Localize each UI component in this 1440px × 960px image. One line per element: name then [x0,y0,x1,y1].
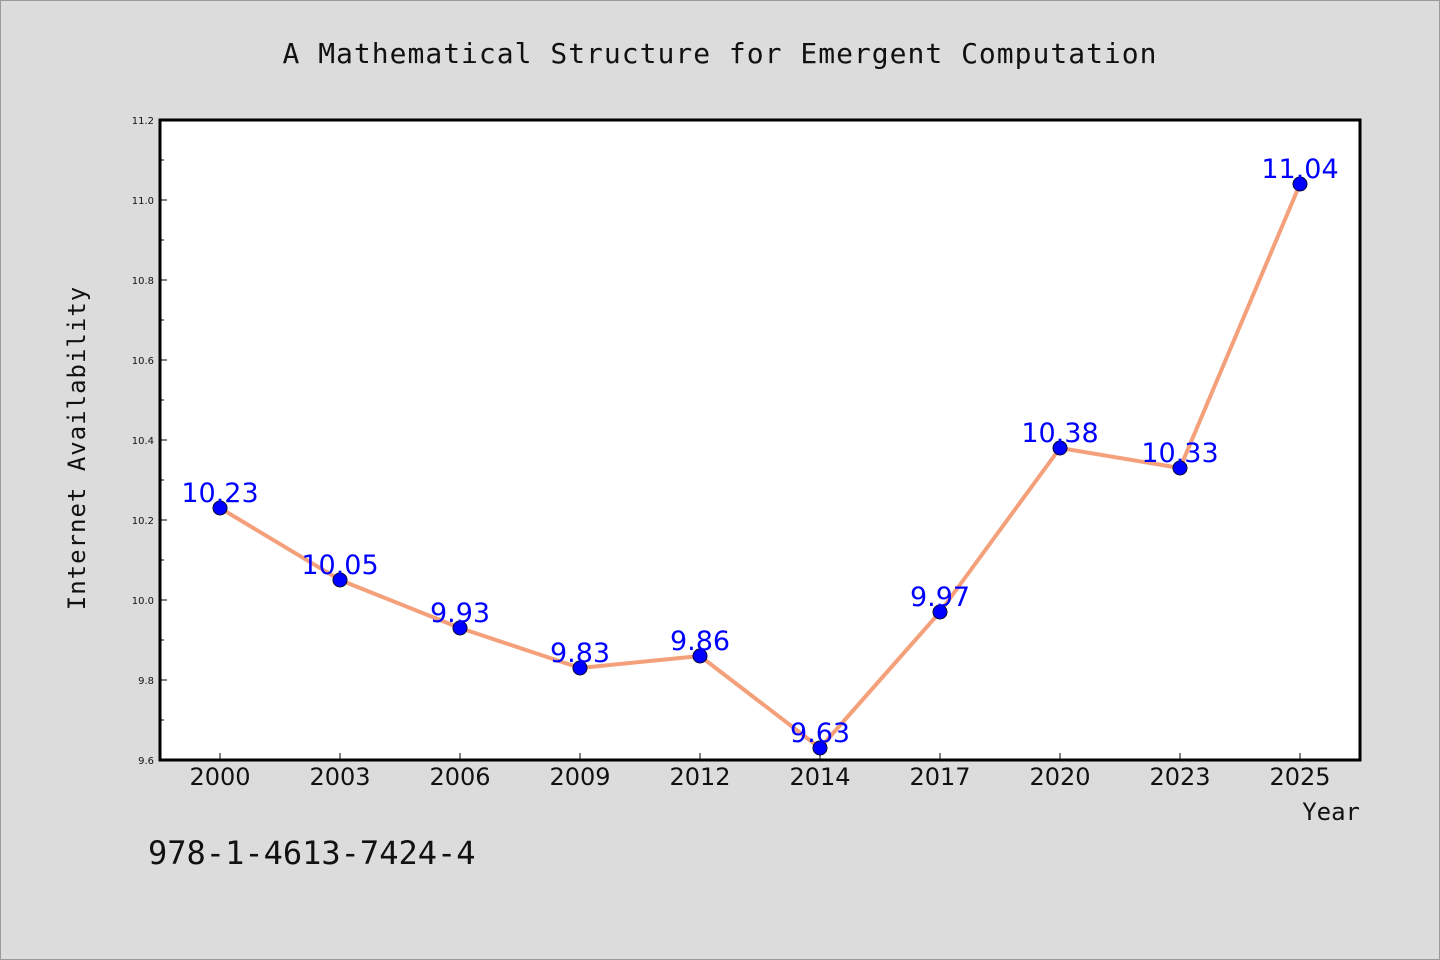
series-line [218,182,1302,750]
y-tick-label: 10.8 [132,276,154,287]
x-tick-label: 2020 [1029,763,1090,791]
data-label: 9.86 [670,626,730,657]
x-tick-label: 2017 [909,763,970,791]
data-label: 10.05 [301,550,378,581]
data-label: 9.63 [790,718,850,749]
data-label: 10.38 [1021,418,1098,449]
data-point [1172,460,1188,476]
data-point [212,500,228,516]
data-label: 9.93 [430,598,490,629]
data-point [812,740,828,756]
y-axis-label: Internet Availability [63,286,91,610]
y-tick-label: 11.0 [132,196,154,207]
isbn-annotation: 978-1-4613-7424-4 [148,834,476,872]
data-point [572,660,588,676]
data-point [452,620,468,636]
y-tick-label: 9.8 [138,676,154,687]
series-layer: 10.23 10.05 9.93 9.83 9.86 9.63 9.97 10.38 10.33… [181,154,1339,756]
x-tick-label: 2014 [789,763,850,791]
data-label: 9.97 [910,582,970,613]
x-tick-label: 2000 [189,763,250,791]
plot-frame [158,118,1362,762]
plot-area [160,120,1360,760]
y-tick-label: 10.0 [132,596,154,607]
y-tick-label: 10.6 [132,356,154,367]
data-point [1292,176,1308,192]
x-tick-label: 2006 [429,763,490,791]
data-point [332,572,348,588]
data-label: 11.04 [1261,154,1338,185]
data-point [1052,440,1068,456]
data-label: 9.83 [550,638,610,669]
y-tick-label: 10.2 [132,516,154,527]
x-tick-label: 2025 [1269,763,1330,791]
x-axis-label: Year [1302,798,1360,826]
y-tick-label: 9.6 [138,756,154,767]
y-tick-label: 11.2 [132,116,154,127]
data-label: 10.33 [1141,438,1218,469]
chart-title: A Mathematical Structure for Emergent Co… [282,37,1157,70]
data-point [932,604,948,620]
x-tick-label: 2012 [669,763,730,791]
x-tick-label: 2003 [309,763,370,791]
ticks-layer: 2000 2003 2006 2009 2012 2014 2017 2020 2023 2025… [132,116,1331,791]
data-label: 10.23 [181,478,258,509]
data-point [692,648,708,664]
x-tick-label: 2009 [549,763,610,791]
x-tick-label: 2023 [1149,763,1210,791]
y-tick-label: 10.4 [132,436,154,447]
